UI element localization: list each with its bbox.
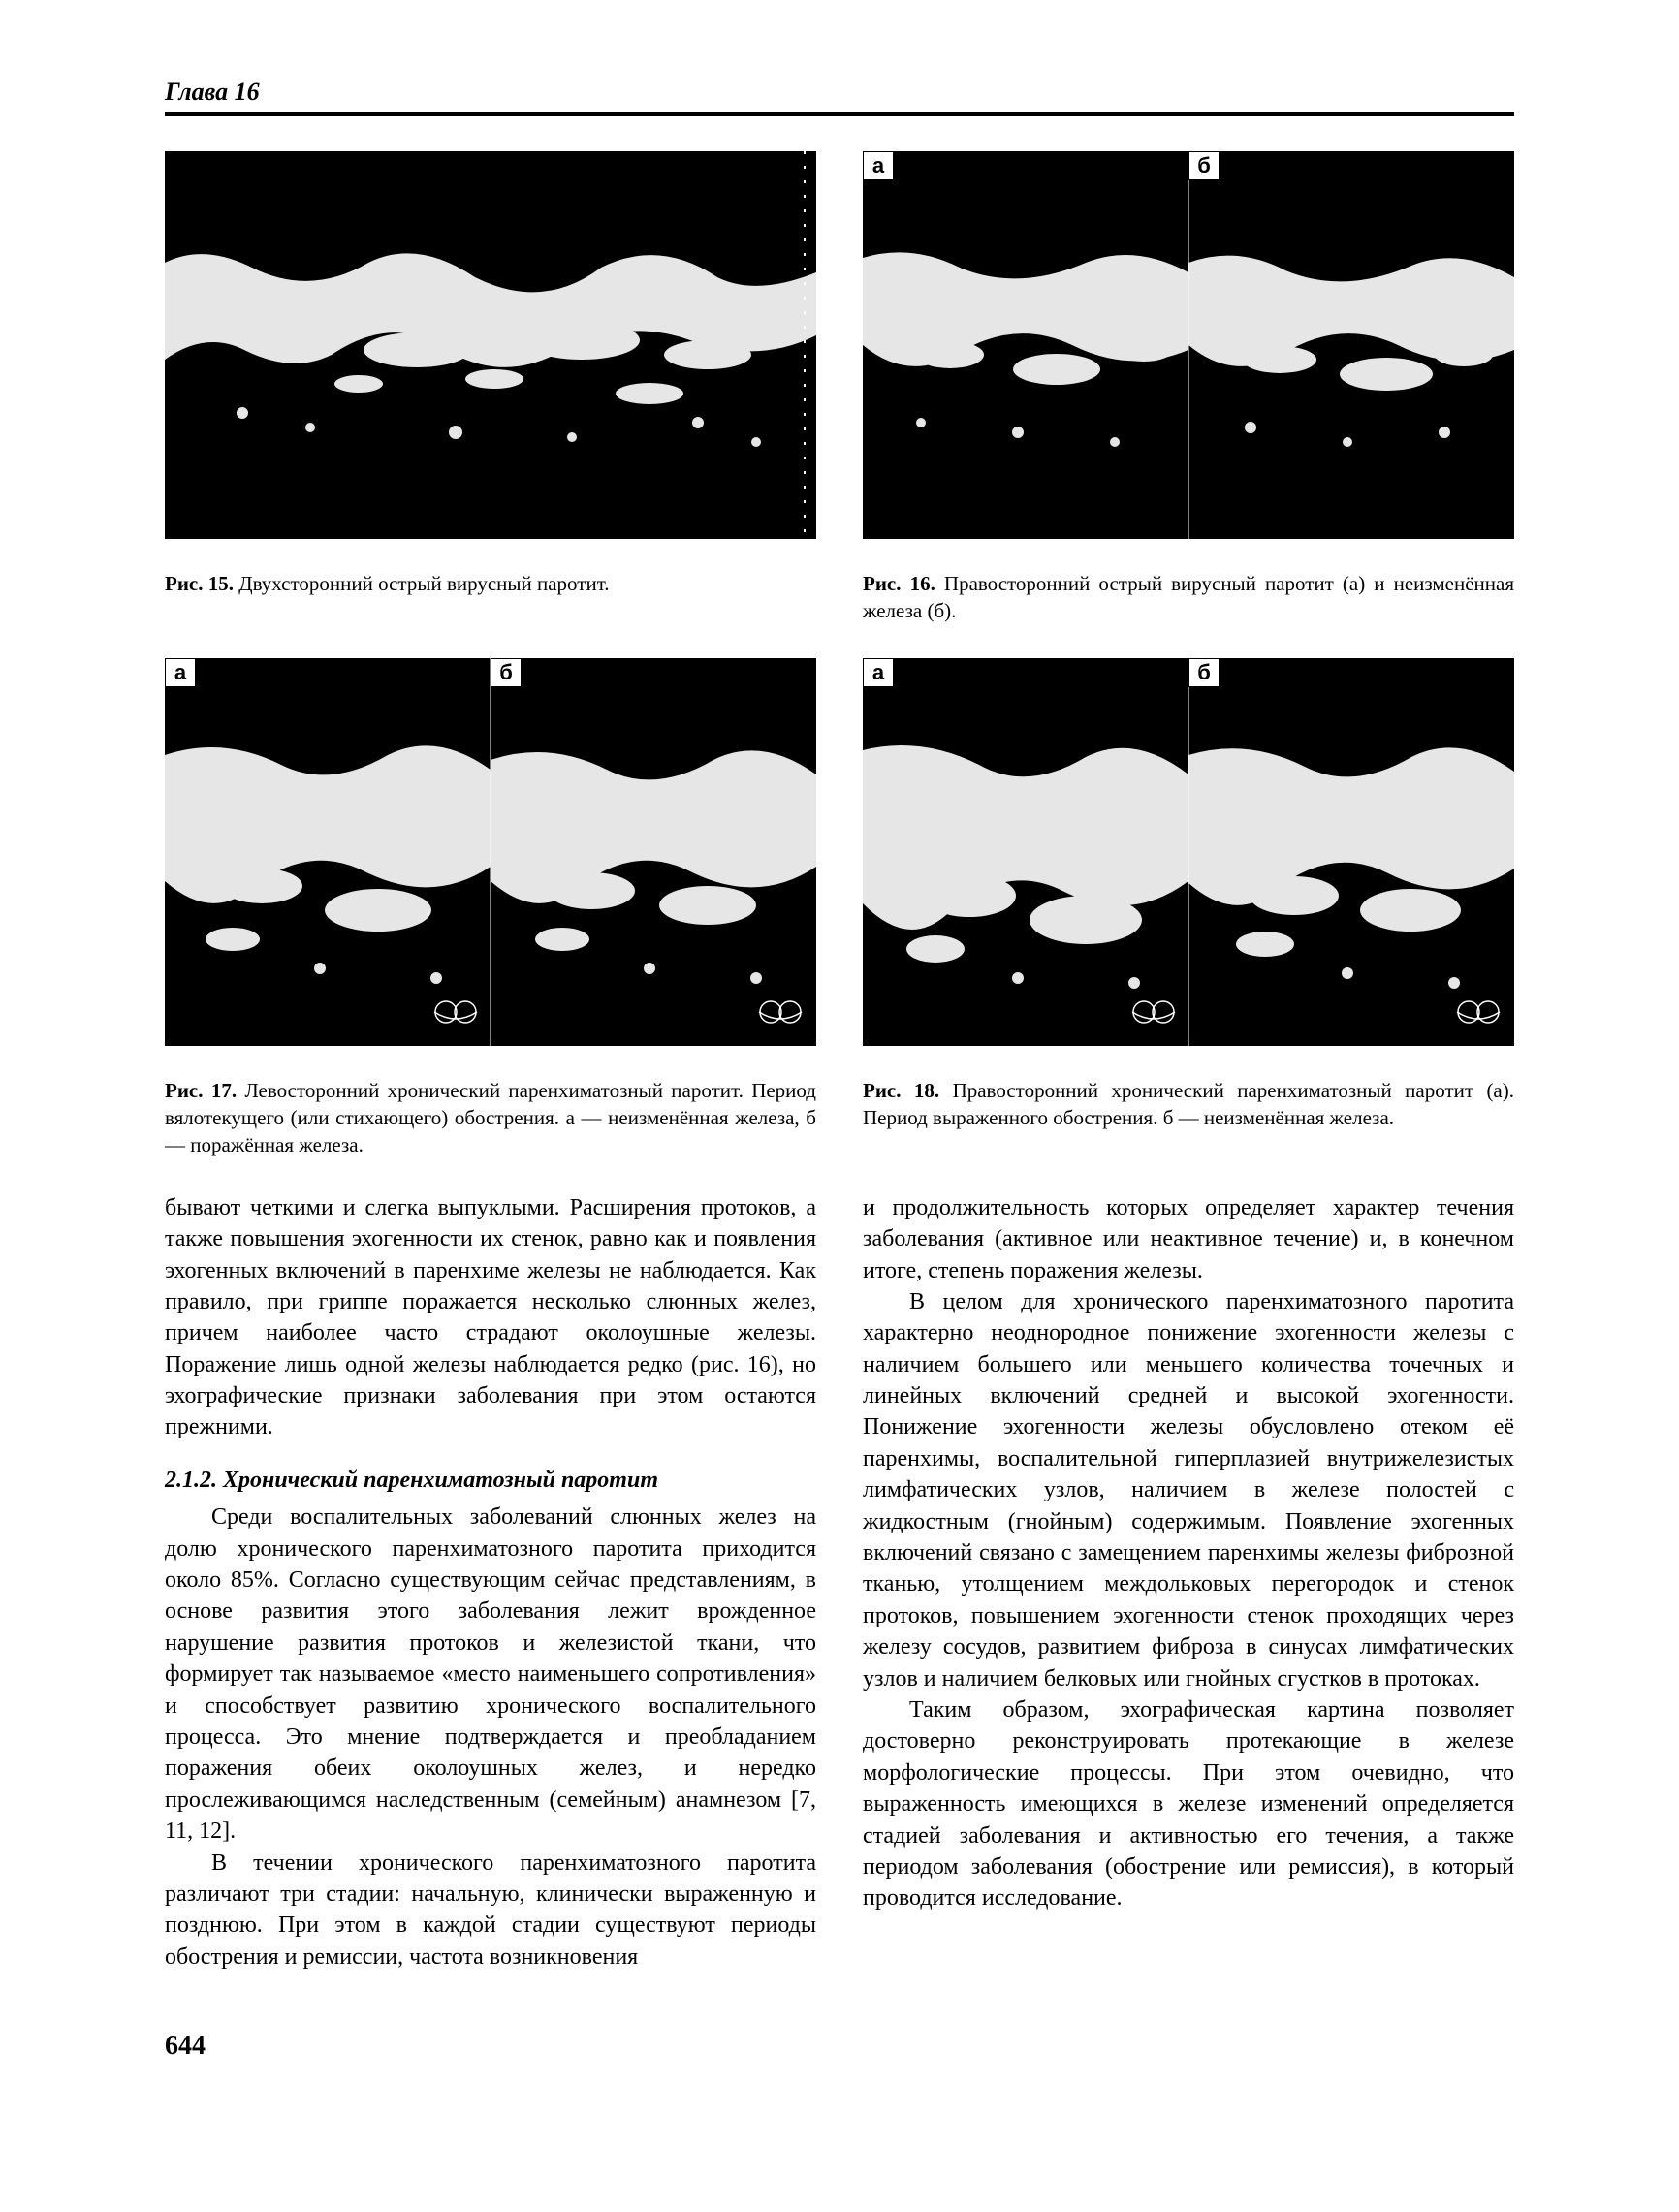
figure-number: Рис. 18. bbox=[863, 1079, 939, 1102]
body-paragraph: Среди воспалительных заболеваний слюнных… bbox=[165, 1501, 816, 1847]
figure-16-image: а б bbox=[863, 151, 1514, 539]
panel-label-a: а bbox=[863, 151, 894, 180]
figure-17-caption: Рис. 17. Левосторонний хронический парен… bbox=[165, 1077, 816, 1159]
figure-18: а б bbox=[863, 658, 1514, 1046]
panel-label-b: б bbox=[1188, 151, 1220, 180]
figure-15 bbox=[165, 151, 816, 539]
panel-label-a: а bbox=[863, 658, 894, 687]
figure-number: Рис. 17. bbox=[165, 1079, 237, 1102]
figure-15-image bbox=[165, 151, 816, 539]
figure-17: а б bbox=[165, 658, 816, 1046]
body-paragraph: В целом для хронического паренхиматозног… bbox=[863, 1286, 1514, 1694]
page-number: 644 bbox=[165, 2031, 1514, 2062]
figure-16: а б bbox=[863, 151, 1514, 539]
figure-18-caption: Рис. 18. Правосторонний хронический паре… bbox=[863, 1077, 1514, 1132]
body-paragraph: и продолжительность которых определяет х… bbox=[863, 1192, 1514, 1286]
section-heading: 2.1.2. Хронический паренхиматозный парот… bbox=[165, 1465, 816, 1496]
figure-16-caption: Рис. 16. Правосторонний острый вирусный … bbox=[863, 570, 1514, 625]
body-paragraph: В течении хронического паренхиматозного … bbox=[165, 1848, 816, 1974]
body-text-columns: бывают четкими и слегка выпуклыми. Расши… bbox=[165, 1192, 1514, 1973]
chapter-header: Глава 16 bbox=[165, 78, 1514, 116]
figure-caption-text: Двухсторонний острый вирусный паротит. bbox=[238, 572, 609, 595]
figure-17-image: а б bbox=[165, 658, 816, 1046]
panel-label-b: б bbox=[491, 658, 522, 687]
body-paragraph: бывают четкими и слегка выпуклыми. Расши… bbox=[165, 1192, 816, 1443]
figure-18-image: а б bbox=[863, 658, 1514, 1046]
figure-number: Рис. 16. bbox=[863, 572, 935, 595]
figure-15-caption: Рис. 15. Двухсторонний острый вирусный п… bbox=[165, 570, 816, 597]
figure-row-2: а б bbox=[165, 658, 1514, 1046]
body-right-column: и продолжительность которых определяет х… bbox=[863, 1192, 1514, 1973]
panel-label-a: а bbox=[165, 658, 196, 687]
figure-row-1: а б bbox=[165, 151, 1514, 539]
panel-label-b: б bbox=[1188, 658, 1220, 687]
figure-number: Рис. 15. bbox=[165, 572, 234, 595]
body-left-column: бывают четкими и слегка выпуклыми. Расши… bbox=[165, 1192, 816, 1973]
figure-caption-text: Правосторонний острый вирусный паротит (… bbox=[863, 572, 1514, 622]
figure-caption-text: Правосторонний хронический паренхиматозн… bbox=[863, 1079, 1514, 1129]
body-paragraph: Таким образом, эхографическая картина по… bbox=[863, 1694, 1514, 1914]
figure-caption-text: Левосторонний хронический паренхиматозны… bbox=[165, 1079, 816, 1157]
